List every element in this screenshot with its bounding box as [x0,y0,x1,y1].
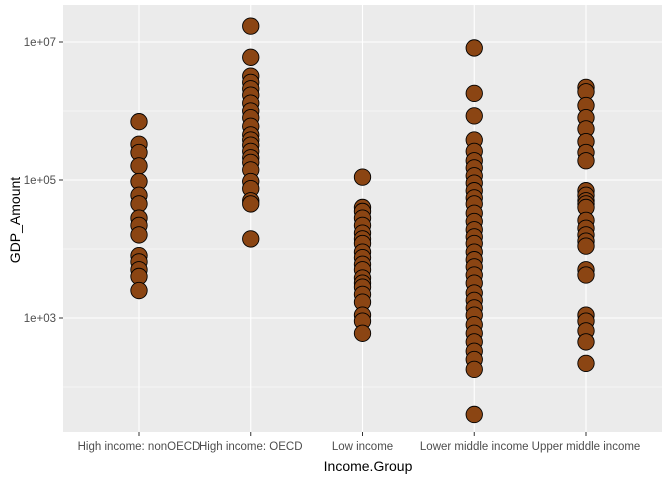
y-axis: 1e+03 1e+05 1e+07 [24,37,63,325]
data-point [130,281,148,300]
data-point [242,195,260,213]
data-point [242,17,260,35]
x-axis-title: Income.Group [324,458,413,474]
data-point [130,157,148,175]
data-point [465,107,483,125]
y-tick-label: 1e+03 [24,313,56,325]
data-point [465,84,483,103]
x-tick-label: High income: nonOECD [78,441,201,453]
data-point [577,237,595,255]
x-tick-label: High income: OECD [199,441,303,453]
y-tick-label: 1e+05 [24,175,56,187]
data-point [465,360,483,379]
y-tick-label: 1e+07 [24,37,56,49]
x-tick-label: Low income [332,441,393,453]
data-point [577,152,595,170]
data-point [242,230,260,248]
data-point [130,226,148,244]
x-tick-label: Upper middle income [532,441,641,453]
data-point [577,333,595,351]
data-point [130,113,148,131]
x-tick-label: Lower middle income [420,441,529,453]
data-point [242,48,260,66]
y-axis-title: GDP_Amount [7,177,23,263]
data-point [353,168,372,186]
data-point [353,324,372,342]
data-points [130,17,595,424]
data-point [577,354,595,373]
data-point [465,405,483,424]
data-point [465,39,483,57]
data-point [577,266,595,284]
